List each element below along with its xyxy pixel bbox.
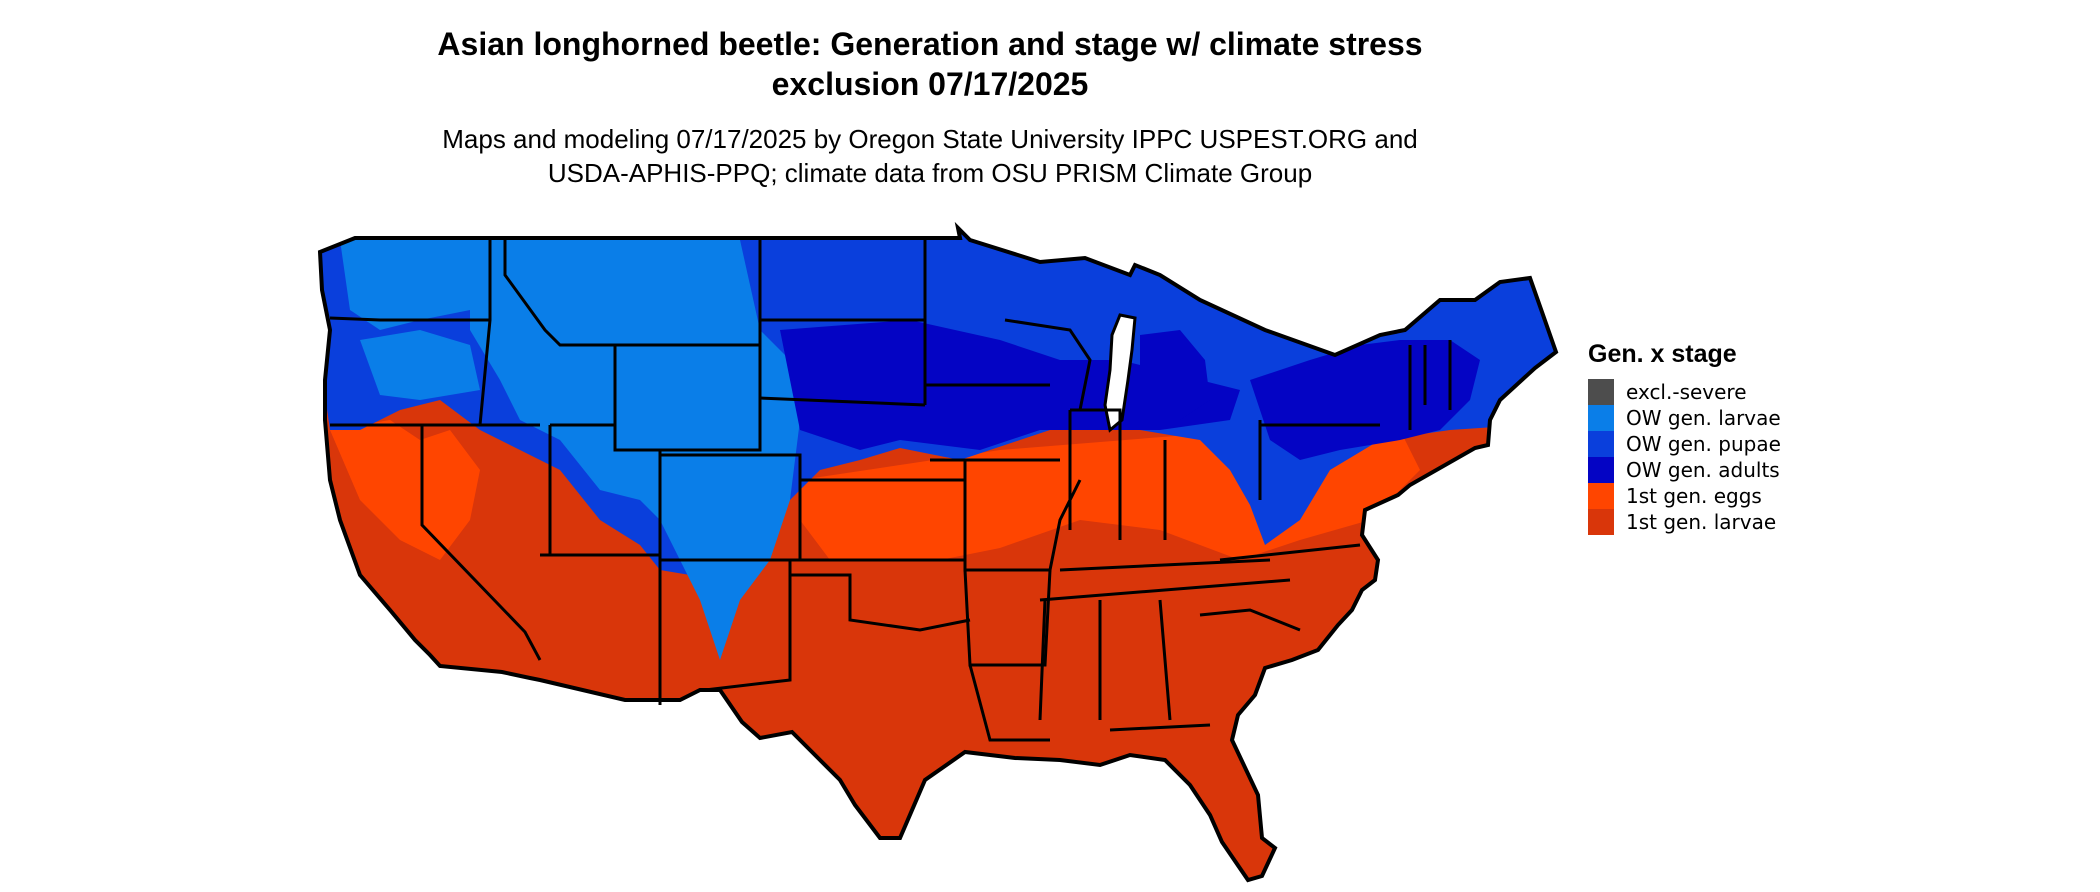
legend-item: OW gen. adults — [1588, 457, 1781, 483]
legend-label: OW gen. pupae — [1626, 432, 1781, 456]
border-ky-tn — [1059, 558, 1271, 572]
legend-title: Gen. x stage — [1588, 340, 1737, 368]
zone-ow-adults-northeast — [1250, 340, 1480, 460]
legend-item: 1st gen. eggs — [1588, 483, 1781, 509]
map-subtitle-line-1: Maps and modeling 07/17/2025 by Oregon S… — [442, 124, 1418, 154]
map-title-line-1: Asian longhorned beetle: Generation and … — [437, 26, 1423, 62]
border-ny-new-england — [1408, 340, 1452, 430]
border-il-in — [1068, 408, 1122, 540]
lake-michigan — [1103, 313, 1137, 433]
border-ar — [963, 569, 1052, 667]
border-tn-south — [1039, 578, 1291, 602]
zone-ow-larvae-oregon — [360, 330, 480, 400]
legend-swatch — [1588, 483, 1614, 509]
border-nm-tx — [660, 558, 792, 692]
map-title: Asian longhorned beetle: Generation and … — [380, 24, 1480, 104]
legend-label: excl.-severe — [1626, 380, 1747, 404]
border-va-nc — [1219, 543, 1361, 562]
us-outline — [317, 221, 1559, 883]
border-sd-ne — [759, 396, 926, 407]
legend-swatch — [1588, 405, 1614, 431]
legend-label: 1st gen. eggs — [1626, 484, 1762, 508]
border-la — [968, 664, 1050, 742]
legend-swatch — [1588, 509, 1614, 535]
border-ok-tx — [790, 573, 971, 632]
legend-item: excl.-severe — [1588, 379, 1781, 405]
border-wy — [613, 343, 762, 452]
border-id-mt — [503, 238, 615, 347]
legend-swatch — [1588, 431, 1614, 457]
map-subtitle: Maps and modeling 07/17/2025 by Oregon S… — [380, 122, 1480, 190]
zone-1st-gen-eggs-west — [330, 420, 480, 560]
map-title-line-2: exclusion 07/17/2025 — [771, 66, 1089, 102]
legend-swatch — [1588, 379, 1614, 405]
legend-label: OW gen. larvae — [1626, 406, 1781, 430]
legend-item: 1st gen. larvae — [1588, 509, 1781, 535]
map-raster — [320, 228, 1556, 880]
border-wa-or — [329, 316, 490, 322]
border-wi-mi — [1004, 318, 1092, 411]
zone-ow-larvae-northwest — [340, 240, 470, 330]
legend-label: 1st gen. larvae — [1626, 510, 1777, 534]
zone-ow-adults-michigan — [1140, 330, 1210, 420]
border-ga-fl — [1109, 723, 1211, 732]
state-borders — [329, 238, 1452, 742]
legend: Gen. x stage excl.-severe OW gen. larvae O… — [1588, 340, 1781, 535]
legend-swatch — [1588, 457, 1614, 483]
legend-items: excl.-severe OW gen. larvae OW gen. pupae O… — [1588, 379, 1781, 535]
border-id-west — [478, 238, 492, 426]
legend-item: OW gen. larvae — [1588, 405, 1781, 431]
border-ms-al — [1038, 599, 1172, 721]
map-subtitle-line-2: USDA-APHIS-PPQ; climate data from OSU PR… — [547, 158, 1313, 188]
border-ca-nv — [420, 425, 542, 661]
title-block: Asian longhorned beetle: Generation and … — [380, 24, 1480, 190]
border-nc-sc — [1199, 608, 1301, 632]
legend-label: OW gen. adults — [1626, 458, 1780, 482]
legend-item: OW gen. pupae — [1588, 431, 1781, 457]
